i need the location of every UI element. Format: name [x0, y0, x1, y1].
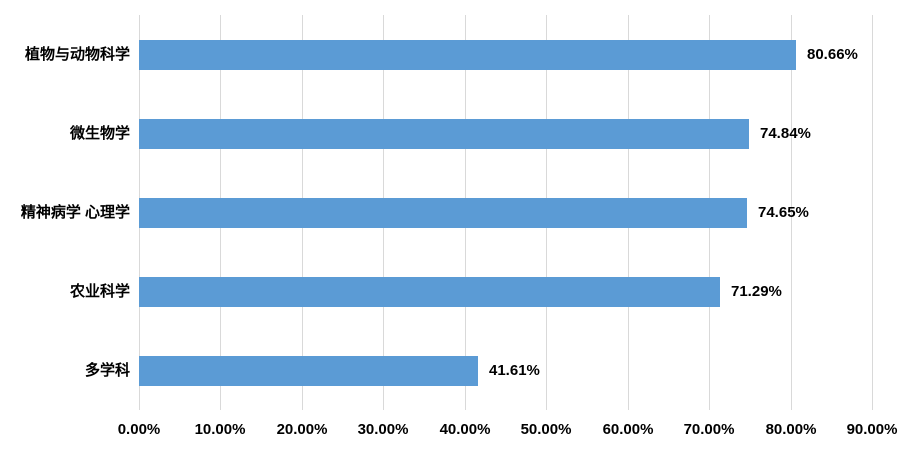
x-tick-label: 10.00% [194, 421, 246, 438]
gridline [791, 15, 792, 410]
x-tick-label: 70.00% [683, 421, 735, 438]
bar [139, 198, 747, 228]
value-label: 74.84% [760, 125, 811, 142]
bar [139, 277, 720, 307]
category-label: 精神病学 心理学 [20, 204, 130, 221]
x-tick-label: 30.00% [357, 421, 409, 438]
x-tick-label: 80.00% [765, 421, 817, 438]
value-label: 71.29% [731, 283, 782, 300]
category-label: 农业科学 [69, 283, 130, 300]
value-label: 41.61% [489, 362, 540, 379]
x-tick-label: 0.00% [117, 421, 161, 438]
category-label: 多学科 [84, 362, 130, 379]
value-label: 74.65% [758, 204, 809, 221]
category-label: 植物与动物科学 [24, 46, 130, 63]
x-tick-label: 90.00% [846, 421, 898, 438]
category-label: 微生物学 [69, 125, 130, 142]
value-label: 80.66% [807, 46, 858, 63]
x-tick-label: 50.00% [520, 421, 572, 438]
x-tick-label: 60.00% [602, 421, 654, 438]
x-tick-label: 40.00% [439, 421, 491, 438]
bar [139, 40, 796, 70]
bar [139, 356, 478, 386]
x-tick-label: 20.00% [276, 421, 328, 438]
bar [139, 119, 749, 149]
gridline [872, 15, 873, 410]
